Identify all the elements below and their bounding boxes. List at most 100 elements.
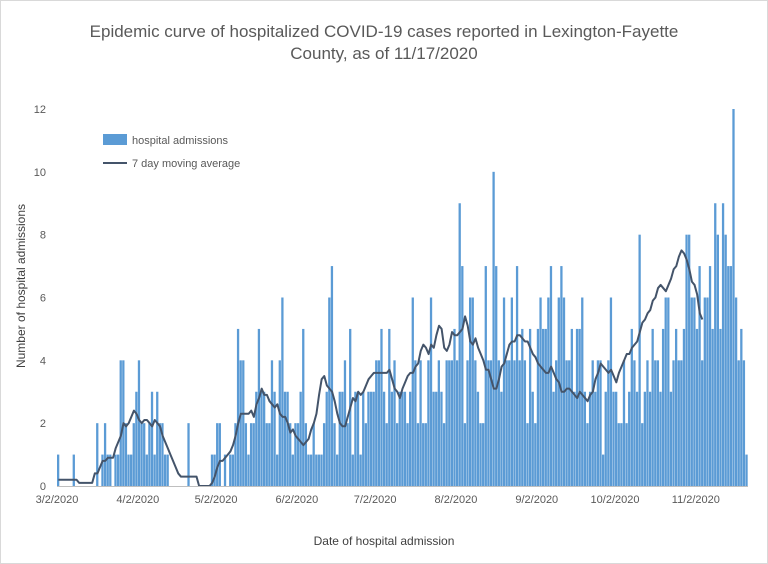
bar <box>299 391 302 486</box>
bar <box>502 297 506 486</box>
bar <box>96 423 99 486</box>
bar <box>568 360 571 486</box>
bar <box>231 454 234 486</box>
bar <box>685 234 688 486</box>
bar <box>419 360 422 486</box>
x-tick-label: 4/2/2020 <box>116 494 159 506</box>
bar <box>628 391 631 486</box>
bar <box>403 391 407 486</box>
bar <box>270 360 274 486</box>
bar <box>510 297 513 486</box>
bar <box>359 454 362 486</box>
bar <box>669 391 673 486</box>
bar <box>424 423 427 486</box>
bar <box>223 454 227 486</box>
bar <box>57 454 60 486</box>
bar <box>654 360 657 486</box>
bar <box>364 423 367 486</box>
bar <box>143 423 146 486</box>
bar <box>742 360 746 486</box>
bar <box>187 423 190 486</box>
bar <box>116 454 120 486</box>
bar <box>132 423 135 486</box>
bar <box>552 391 555 486</box>
bar <box>432 391 435 486</box>
bar <box>109 454 112 486</box>
bar <box>672 360 675 486</box>
bar <box>388 328 391 486</box>
bar <box>463 423 467 486</box>
bar <box>612 391 615 486</box>
bar <box>106 454 109 486</box>
bar <box>607 360 610 486</box>
bar <box>103 423 107 486</box>
bar <box>515 266 519 486</box>
bar <box>688 234 691 486</box>
bar <box>482 423 485 486</box>
y-tick-label: 8 <box>40 230 46 242</box>
y-tick-label: 4 <box>40 355 46 367</box>
bar <box>604 391 607 486</box>
bar <box>635 391 639 486</box>
bar <box>591 360 594 486</box>
bar <box>539 297 542 486</box>
bar <box>714 203 717 486</box>
bar <box>218 423 221 486</box>
bar <box>367 391 370 486</box>
bar <box>395 423 399 486</box>
bar <box>458 203 461 486</box>
bar <box>682 328 686 486</box>
bar <box>307 454 310 486</box>
bar <box>716 234 719 486</box>
bar <box>622 360 626 486</box>
bar <box>294 423 297 486</box>
bar <box>575 328 579 486</box>
bar <box>528 328 532 486</box>
bar <box>153 454 156 486</box>
bar <box>145 454 148 486</box>
bar <box>468 297 472 486</box>
bar <box>495 266 498 486</box>
bar <box>596 360 600 486</box>
bar <box>276 454 279 486</box>
bar <box>427 360 430 486</box>
bar <box>641 423 644 486</box>
bar <box>278 360 281 486</box>
bar <box>351 454 354 486</box>
bar <box>479 423 482 486</box>
bar <box>372 391 375 486</box>
bar <box>693 297 696 486</box>
bar <box>698 266 701 486</box>
bar <box>289 423 292 486</box>
x-tick-label: 11/2/2020 <box>672 494 720 506</box>
bar <box>247 454 250 486</box>
bar <box>492 171 495 486</box>
bar <box>356 391 360 486</box>
bar <box>573 391 576 486</box>
bar <box>320 454 323 486</box>
bar <box>708 266 712 486</box>
bar <box>380 328 383 486</box>
bar <box>531 391 534 486</box>
bar <box>677 360 680 486</box>
bar <box>242 360 245 486</box>
bar <box>406 423 409 486</box>
bar <box>354 391 357 486</box>
bar <box>734 297 738 486</box>
bar <box>385 423 388 486</box>
bar <box>547 297 550 486</box>
bar <box>309 454 313 486</box>
bar <box>281 297 284 486</box>
bar <box>148 423 151 486</box>
bar <box>130 454 133 486</box>
bar <box>414 360 417 486</box>
bar <box>401 391 404 486</box>
x-tick-label: 8/2/2020 <box>435 494 478 506</box>
bar <box>588 391 592 486</box>
bar <box>695 328 699 486</box>
y-tick-label: 6 <box>40 293 46 305</box>
bar <box>312 423 315 486</box>
bar <box>140 423 143 486</box>
bar <box>560 266 563 486</box>
bar <box>625 423 628 486</box>
